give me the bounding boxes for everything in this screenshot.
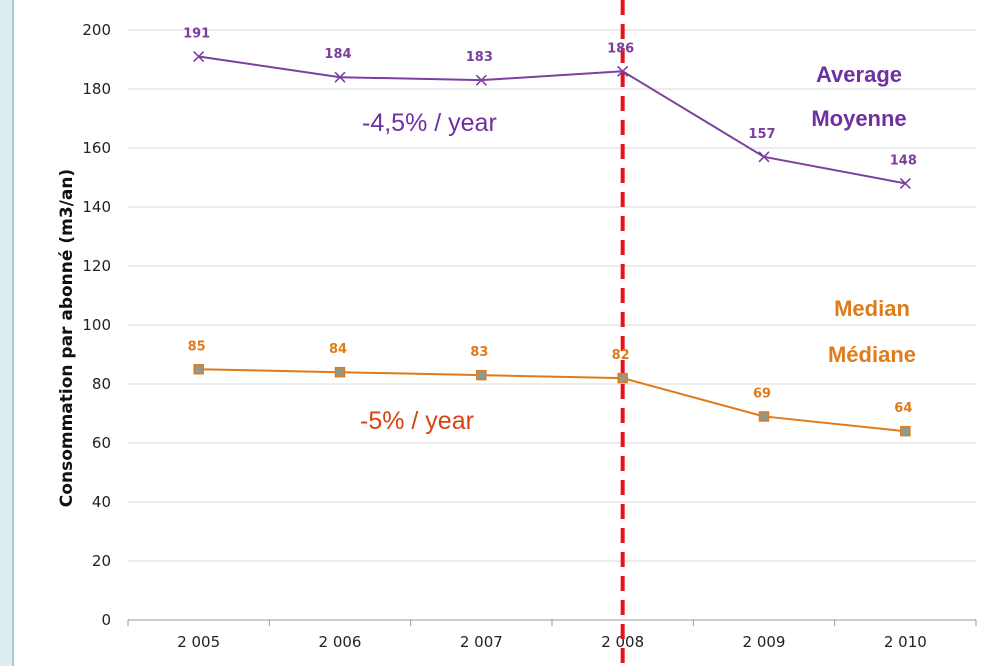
y-axis-label: Consommation par abonné (m3/an) bbox=[57, 169, 77, 507]
data-label-median-5: 64 bbox=[894, 401, 912, 416]
y-tick-label-120: 120 bbox=[82, 257, 111, 275]
chart-frame: 0 20 40 60 80 100 120 140 160 180 200 2 005 2 006 2 … bbox=[12, 0, 985, 666]
x-tick-label-3: 2 008 bbox=[601, 633, 644, 651]
legend-average-fr: Moyenne bbox=[811, 106, 906, 131]
y-tick-label-20: 20 bbox=[92, 552, 111, 570]
data-label-median-4: 69 bbox=[753, 386, 771, 401]
point-average-3 bbox=[617, 65, 629, 77]
x-tick-label-4: 2 009 bbox=[743, 633, 786, 651]
x-tick-label-5: 2 010 bbox=[884, 633, 927, 651]
data-label-average-0: 191 bbox=[183, 27, 210, 42]
data-label-average-4: 157 bbox=[748, 127, 775, 142]
data-label-median-0: 85 bbox=[188, 339, 206, 354]
data-label-median-2: 83 bbox=[470, 345, 488, 360]
point-median-1 bbox=[334, 366, 346, 378]
y-tick-label-200: 200 bbox=[82, 21, 111, 39]
series-group: 191 184 183 186 157 148 85 84 83 82 69 64 bbox=[183, 27, 917, 437]
data-label-median-3: 82 bbox=[612, 348, 630, 363]
x-tick-label-2: 2 007 bbox=[460, 633, 503, 651]
y-tick-label-140: 140 bbox=[82, 198, 111, 216]
legend-median-fr: Médiane bbox=[828, 342, 916, 367]
y-axis-ticks: 0 20 40 60 80 100 120 140 160 180 200 bbox=[82, 21, 111, 629]
point-average-1 bbox=[334, 71, 346, 83]
point-average-0 bbox=[193, 50, 205, 63]
data-label-median-1: 84 bbox=[329, 342, 347, 357]
y-tick-label-40: 40 bbox=[92, 493, 111, 511]
x-tick-label-0: 2 005 bbox=[177, 633, 220, 651]
data-label-average-5: 148 bbox=[890, 153, 917, 168]
y-tick-label-160: 160 bbox=[82, 139, 111, 157]
point-average-2 bbox=[475, 74, 487, 86]
series-line-average bbox=[198, 55, 906, 185]
median-rate-annotation: -5% / year bbox=[360, 407, 474, 435]
y-tick-label-60: 60 bbox=[92, 434, 111, 452]
data-label-average-2: 183 bbox=[466, 50, 493, 65]
point-median-2 bbox=[476, 369, 487, 381]
point-average-5 bbox=[899, 177, 911, 189]
point-average-4 bbox=[758, 151, 770, 163]
point-median-0 bbox=[193, 364, 204, 375]
legend-average-en: Average bbox=[816, 62, 902, 87]
point-median-5 bbox=[900, 425, 911, 437]
average-rate-annotation: -4,5% / year bbox=[362, 109, 497, 137]
y-tick-label-180: 180 bbox=[82, 80, 111, 98]
gridlines bbox=[128, 29, 976, 562]
point-median-4 bbox=[758, 411, 770, 422]
data-label-average-3: 186 bbox=[607, 41, 634, 56]
data-label-average-1: 184 bbox=[324, 47, 351, 62]
series-line-median bbox=[198, 368, 906, 433]
x-axis: 2 005 2 006 2 007 2 008 2 009 2 010 bbox=[127, 619, 977, 651]
legend-median-en: Median bbox=[834, 296, 910, 321]
y-tick-label-80: 80 bbox=[92, 375, 111, 393]
x-tick-label-1: 2 006 bbox=[319, 633, 362, 651]
y-tick-label-100: 100 bbox=[82, 316, 111, 334]
point-median-3 bbox=[617, 372, 628, 384]
y-tick-label-0: 0 bbox=[101, 611, 111, 629]
